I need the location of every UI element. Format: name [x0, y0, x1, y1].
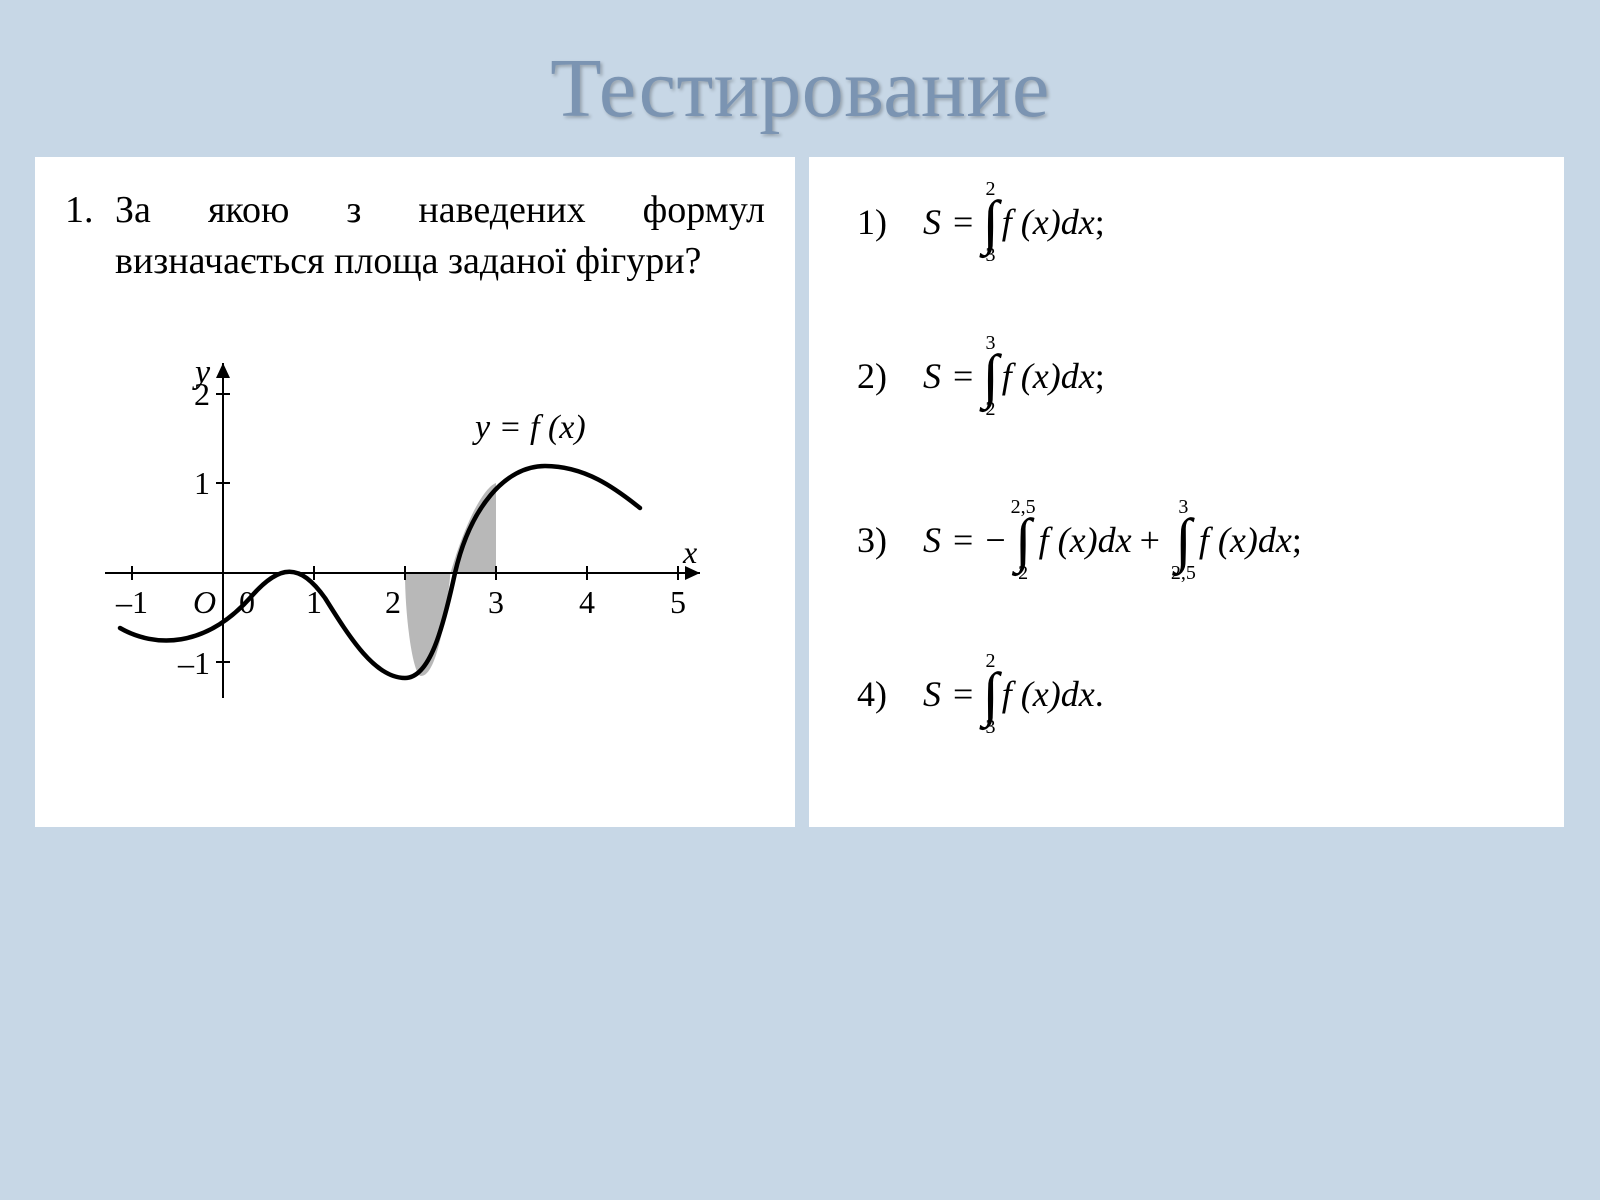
integral-icon: 2 ∫ 3: [982, 179, 998, 265]
origin-label: O: [193, 584, 216, 620]
tail-punct: ;: [1095, 355, 1105, 397]
symbol-S: S: [923, 201, 941, 243]
question-number: 1.: [65, 185, 95, 288]
answers-list: 1) S = 2 ∫ 3 f (x)dx ; 2): [857, 179, 1534, 737]
answer-2-formula: S = 3 ∫ 2 f (x)dx ;: [923, 333, 1105, 419]
answer-4: 4) S = 2 ∫ 3 f (x)dx .: [857, 651, 1534, 737]
answer-2: 2) S = 3 ∫ 2 f (x)dx ;: [857, 333, 1534, 419]
integrand-2: f (x)dx: [1199, 519, 1292, 561]
integral-icon: 2 ∫ 3: [982, 651, 998, 737]
answer-3-number: 3): [857, 519, 897, 561]
answer-4-number: 4): [857, 673, 897, 715]
curve-label: y = f (x): [472, 409, 586, 446]
integral-symbol: ∫: [1015, 519, 1031, 561]
integral-icon: 3 ∫ 2,5: [1171, 497, 1196, 583]
x-tick-2: 2: [385, 584, 401, 620]
slide: Тестирование 1. За якою з наведених форм…: [0, 0, 1600, 1200]
graph-container: y x y = f (x) –1 0 1 2 3 4 5: [65, 338, 765, 723]
lower-limit: 2,5: [1171, 563, 1196, 583]
question-row: 1. За якою з наведених формул визначаєть…: [65, 185, 765, 288]
symbol-eq: =: [953, 201, 973, 243]
y-tick-neg1: –1: [177, 645, 210, 681]
symbol-eq: =: [953, 355, 973, 397]
integral-symbol: ∫: [982, 201, 998, 243]
integrand-1: f (x)dx: [1039, 519, 1132, 561]
lower-limit: 3: [986, 717, 996, 737]
integrand: f (x)dx: [1002, 355, 1095, 397]
answer-1: 1) S = 2 ∫ 3 f (x)dx ;: [857, 179, 1534, 265]
symbol-eq: =: [953, 519, 973, 561]
answer-1-formula: S = 2 ∫ 3 f (x)dx ;: [923, 179, 1105, 265]
integral-symbol: ∫: [1175, 519, 1191, 561]
x-tick-4: 4: [579, 584, 595, 620]
x-axis-label: x: [682, 534, 697, 570]
y-tick-1: 1: [194, 465, 210, 501]
integral-symbol: ∫: [982, 673, 998, 715]
slide-title: Тестирование: [35, 40, 1565, 137]
answer-1-number: 1): [857, 201, 897, 243]
answer-3: 3) S = − 2,5 ∫ 2 f (x)dx + 3: [857, 497, 1534, 583]
x-tick-3: 3: [488, 584, 504, 620]
symbol-S: S: [923, 355, 941, 397]
tail-punct: ;: [1095, 201, 1105, 243]
tail-punct: .: [1095, 673, 1104, 715]
tail-punct: ;: [1292, 519, 1302, 561]
answer-2-number: 2): [857, 355, 897, 397]
symbol-plus: +: [1140, 519, 1160, 561]
symbol-minus: −: [985, 519, 1005, 561]
lower-limit: 2: [1018, 563, 1028, 583]
integrand: f (x)dx: [1002, 673, 1095, 715]
x-tick-5: 5: [670, 584, 686, 620]
integral-icon: 2,5 ∫ 2: [1011, 497, 1036, 583]
x-tick-neg1: –1: [115, 584, 148, 620]
content-columns: 1. За якою з наведених формул визначаєть…: [35, 157, 1565, 827]
integrand: f (x)dx: [1002, 201, 1095, 243]
integral-symbol: ∫: [982, 355, 998, 397]
answer-4-formula: S = 2 ∫ 3 f (x)dx .: [923, 651, 1104, 737]
answer-3-formula: S = − 2,5 ∫ 2 f (x)dx + 3 ∫ 2: [923, 497, 1302, 583]
answers-panel: 1) S = 2 ∫ 3 f (x)dx ; 2): [809, 157, 1564, 827]
function-graph: y x y = f (x) –1 0 1 2 3 4 5: [85, 338, 725, 718]
integral-icon: 3 ∫ 2: [982, 333, 998, 419]
question-text: За якою з наведених формул визначається …: [115, 185, 765, 288]
symbol-eq: =: [953, 673, 973, 715]
lower-limit: 3: [986, 245, 996, 265]
question-panel: 1. За якою з наведених формул визначаєть…: [35, 157, 795, 827]
symbol-S: S: [923, 519, 941, 561]
y-tick-2: 2: [194, 376, 210, 412]
x-tick-1: 1: [306, 584, 322, 620]
symbol-S: S: [923, 673, 941, 715]
x-tick-0: 0: [239, 584, 255, 620]
y-axis-arrow: [216, 363, 230, 378]
lower-limit: 2: [986, 399, 996, 419]
